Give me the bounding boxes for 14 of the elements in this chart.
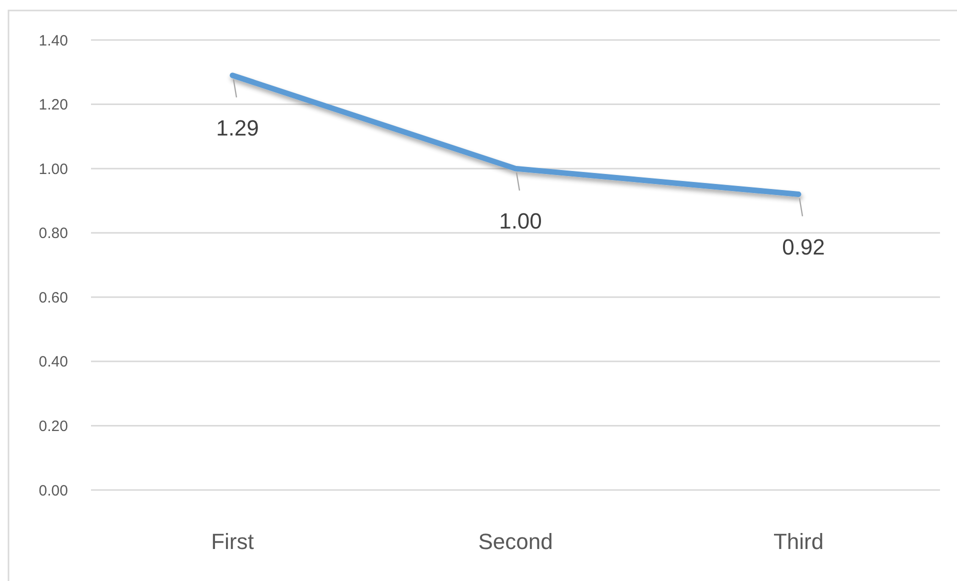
x-tick-label: First: [211, 529, 254, 554]
x-tick-label: Third: [773, 529, 824, 554]
data-label: 1.00: [499, 208, 542, 234]
data-label: 1.29: [216, 115, 259, 140]
y-tick-label: 1.40: [38, 32, 68, 50]
y-tick-label: 0.40: [38, 354, 68, 371]
y-tick-label: 0.20: [38, 418, 68, 435]
data-label: 0.92: [782, 234, 825, 260]
y-tick-label: 0.60: [38, 289, 68, 306]
y-tick-label: 0.80: [38, 225, 68, 242]
y-tick-label: 0.00: [38, 482, 68, 500]
x-tick-label: Second: [478, 529, 553, 554]
y-tick-label: 1.20: [38, 96, 68, 114]
y-tick-label: 1.00: [38, 160, 68, 178]
